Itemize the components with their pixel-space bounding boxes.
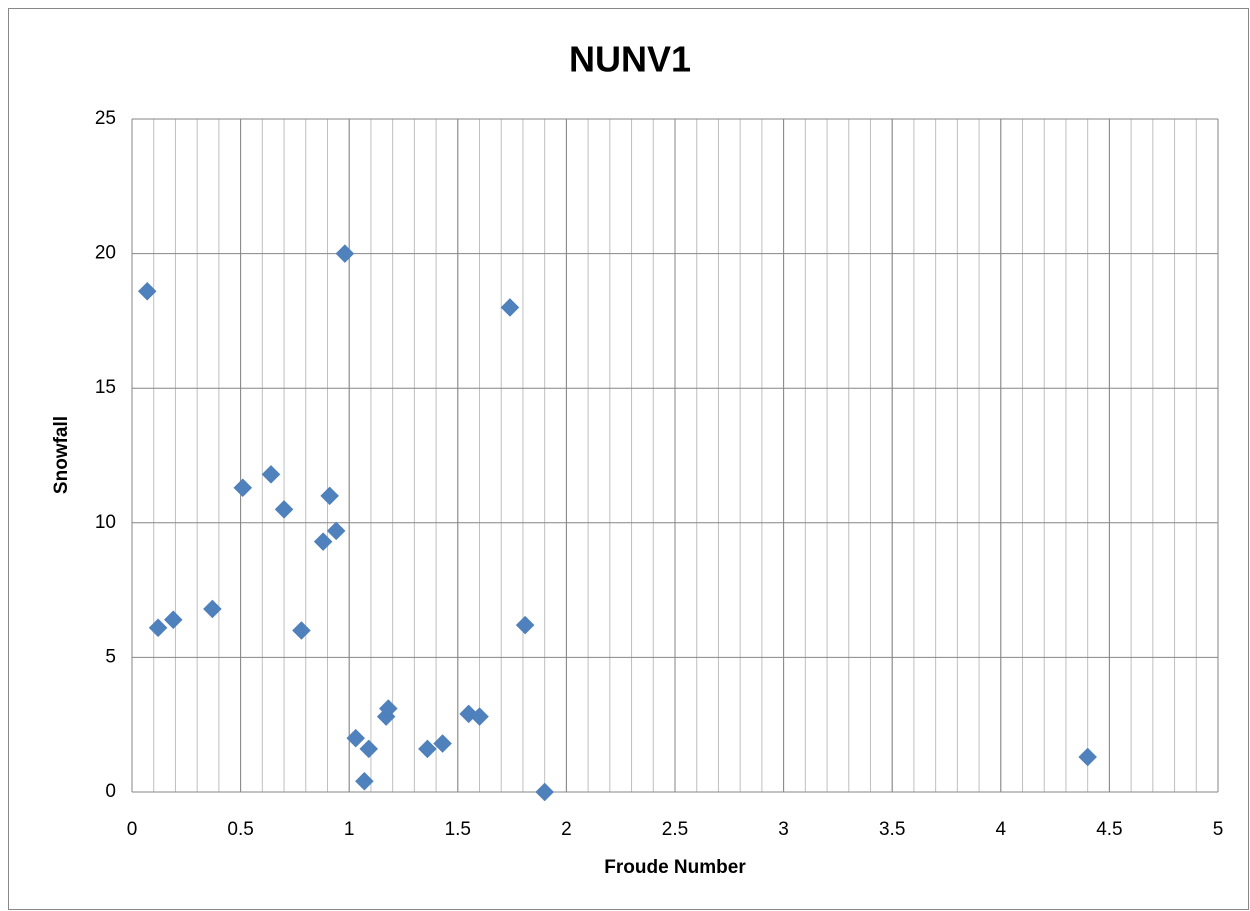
point [163,610,183,630]
x-tick-label: 1 [344,819,355,840]
y-tick-label: 0 [105,781,116,802]
point [233,478,253,498]
point [203,599,222,619]
y-tick-label: 15 [95,377,116,398]
x-tick-label: 3.5 [879,819,905,840]
point [335,244,355,263]
point [515,615,535,635]
x-tick-label: 2 [561,819,572,840]
chart-title: NUNV1 [569,39,691,80]
point [359,739,379,759]
chart-border [8,8,1249,910]
x-tick-label: 0.5 [227,819,253,840]
point [1078,747,1098,767]
point [470,707,489,726]
point [292,621,311,640]
y-tick-label: 10 [95,512,116,533]
point [418,739,437,759]
x-tick-label: 1.5 [445,819,471,840]
x-tick-label: 3 [778,819,789,840]
point [313,532,333,551]
point [535,782,555,802]
x-tick-label: 4 [996,819,1007,840]
point [433,734,452,753]
x-tick-label: 0 [127,819,138,840]
point [261,464,281,484]
x-axis-title: Froude Number [604,857,746,878]
x-tick-label: 4.5 [1096,819,1122,840]
grid [131,118,1219,793]
y-axis-title: Snowfall [51,416,72,494]
x-tick-label: 5 [1213,819,1224,840]
point [148,618,168,638]
point [500,298,520,317]
y-tick-label: 5 [105,646,116,667]
point [320,486,340,506]
y-tick-label: 20 [95,243,116,264]
y-tick-label: 25 [95,108,116,129]
point [346,728,366,748]
point [137,281,157,301]
x-tick-label: 2.5 [662,819,688,840]
point [378,699,398,718]
point [355,771,374,791]
point [326,521,346,541]
marks [137,244,1098,802]
point [274,499,294,519]
